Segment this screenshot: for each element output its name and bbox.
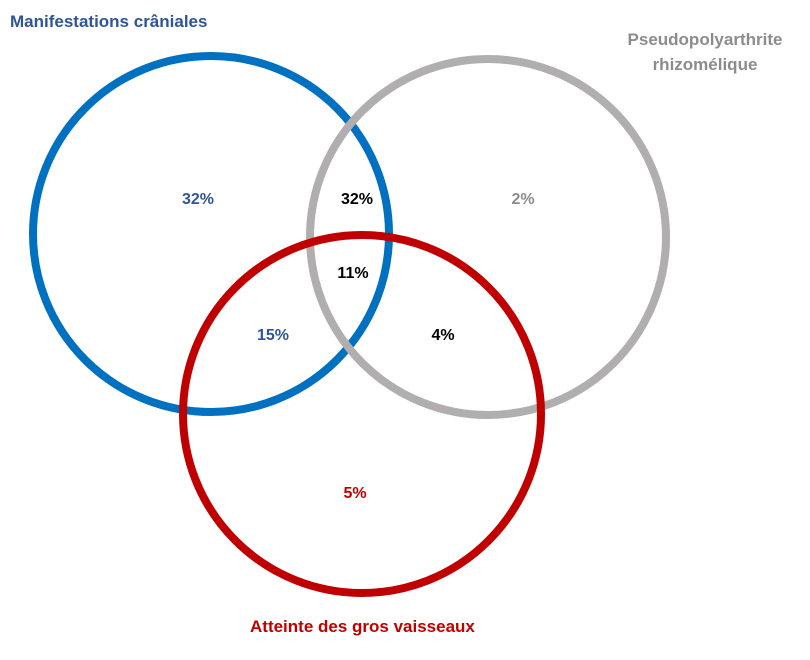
circle-large-vessels [179, 231, 545, 597]
region-cranial-large: 15% [256, 327, 290, 344]
set-label-cranial: Manifestations crâniales [10, 12, 208, 31]
region-ppr-only: 2% [511, 191, 535, 208]
set-label-large-vessels: Atteinte des gros vaisseaux [250, 617, 475, 636]
region-cranial-only: 32% [181, 191, 215, 208]
region-all-three: 11% [337, 265, 369, 282]
set-label-ppr-line2: rhizomélique [652, 55, 758, 74]
region-large-only: 5% [343, 485, 367, 502]
region-cranial-ppr: 32% [340, 191, 374, 208]
region-ppr-large: 4% [431, 327, 455, 344]
circle-pseudopolyarthrite [306, 55, 670, 419]
set-label-ppr-line1: Pseudopolyarthrite [627, 30, 783, 49]
set-label-ppr: Pseudopolyarthrite rhizomélique [600, 27, 810, 77]
